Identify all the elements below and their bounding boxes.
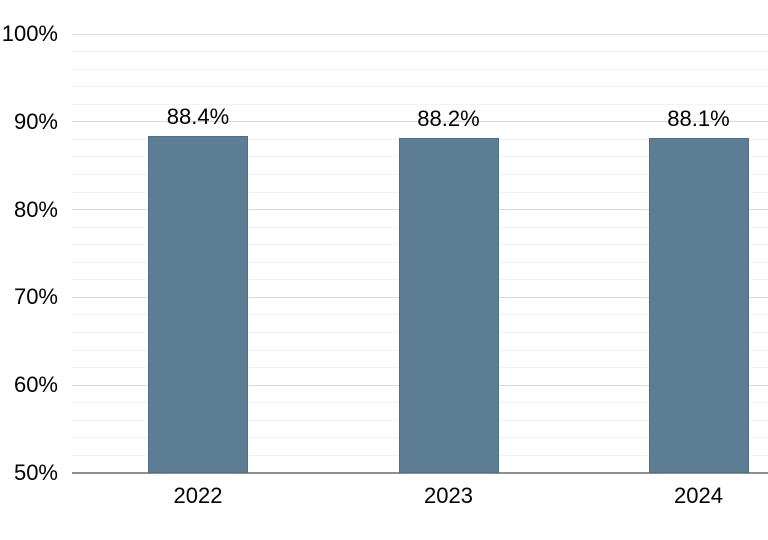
y-tick-label: 60% xyxy=(13,372,58,398)
bar-2023 xyxy=(398,137,499,473)
y-tick-label: 50% xyxy=(13,460,58,485)
bar-value-label: 88.4% xyxy=(166,103,230,129)
bar-2022 xyxy=(148,135,248,473)
bar-value-label: 88.1% xyxy=(667,106,730,132)
y-tick-label: 90% xyxy=(13,108,58,134)
y-tick-label: 80% xyxy=(13,196,58,222)
x-tick-label: 2022 xyxy=(173,483,223,508)
y-tick-label: 70% xyxy=(13,284,58,310)
minor-gridline xyxy=(72,51,768,53)
x-tick-label: 2024 xyxy=(674,483,723,508)
y-tick-label: 100% xyxy=(1,21,58,46)
bar-2024 xyxy=(648,138,749,473)
bar-value-label: 88.2% xyxy=(417,105,480,131)
x-axis-line xyxy=(72,472,768,474)
minor-gridline xyxy=(72,86,768,88)
major-gridline xyxy=(72,33,768,35)
x-tick-label: 2023 xyxy=(424,483,473,508)
minor-gridline xyxy=(72,68,768,70)
